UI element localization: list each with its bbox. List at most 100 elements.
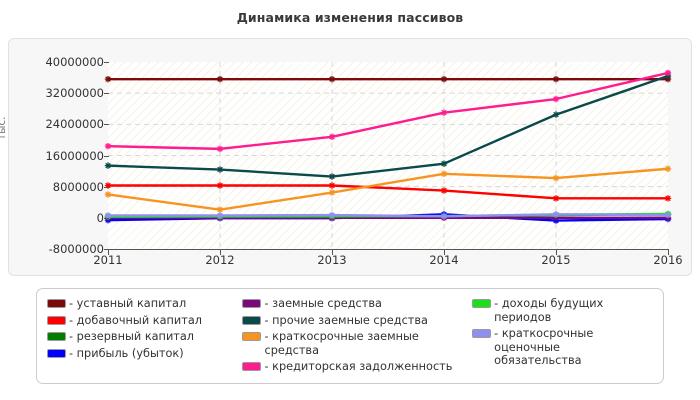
series-point-marker [440,75,448,83]
x-axis-tick-label: 2016 [653,253,683,267]
x-axis-tick-label: 2014 [429,253,459,267]
series-point-marker [104,212,112,219]
series-point-marker [664,195,672,202]
x-axis-tick-label: 2011 [93,253,123,267]
series-point-marker [216,145,224,153]
series-line [106,184,670,200]
y-axis-tick-label: 16000000 [45,148,104,163]
x-axis-tick-label: 2015 [541,253,571,267]
x-axis-line [108,249,669,250]
legend-item[interactable]: - прибыль (убыток) [47,347,242,361]
series-point-marker [552,75,560,83]
chart-legend: - уставный капитал - добавочный капитал - … [36,288,664,384]
legend-color-swatch [47,332,66,341]
series-line [106,167,670,211]
series-point-marker [328,173,336,180]
x-axis-tick-mark [108,250,109,255]
legend-item[interactable]: - краткосрочные оценочные обязательства [472,327,653,368]
series-point-marker [328,189,336,196]
y-axis-tick-mark [104,124,109,126]
series-point-marker [440,187,448,194]
series-point-marker [328,75,336,83]
x-axis-tick-mark [444,250,445,255]
legend-item[interactable]: - заемные средства [242,297,472,311]
legend-column: - доходы будущих периодов - краткосрочные… [472,297,653,371]
series-point-marker [328,182,336,189]
series-point-marker [440,213,448,220]
y-axis-tick-label: 40000000 [45,55,104,69]
legend-item-label: - доходы будущих периодов [494,297,604,324]
y-axis-tick-label: 32000000 [45,86,104,101]
legend-item[interactable]: - доходы будущих периодов [472,297,653,324]
legend-item-label: - заемные средства [264,297,382,310]
legend-color-swatch [472,299,492,308]
legend-column: - уставный капитал - добавочный капитал - … [47,297,242,363]
series-point-marker [216,75,224,83]
chart-title: Динамика изменения пассивов [236,10,464,25]
legend-item-label: - уставный капитал [69,297,187,310]
series-point-marker [104,75,112,83]
legend-color-swatch [47,299,66,308]
series-point-marker [104,191,112,198]
legend-item[interactable]: - добавочный капитал [47,314,242,328]
legend-item-label: - кредиторская задолженность [264,360,453,373]
series-line [106,74,670,178]
series-point-marker [552,211,560,218]
series-point-marker [328,133,336,140]
legend-item-label: - добавочный капитал [69,313,202,327]
plot-area [104,62,672,249]
legend-column: - заемные средства - прочие заемные средс… [242,297,472,377]
legend-color-swatch [47,315,66,325]
legend-item[interactable]: - прочие заемные средства [242,314,472,328]
y-axis-tick-mark [104,62,109,63]
legend-item-label: - прочие заемные средства [264,313,428,327]
series-line [106,213,670,218]
y-axis-tick-label: -8000000 [48,242,104,256]
series-point-marker [104,182,112,189]
x-axis-tick-label: 2013 [317,253,347,267]
y-axis-tick-mark [104,186,109,188]
legend-item-label: - резервный капитал [69,330,195,343]
series-point-marker [552,195,560,202]
series-point-marker [552,111,560,118]
legend-color-swatch [242,332,262,341]
legend-color-swatch [47,348,66,358]
legend-item-label: - краткосрочные оценочные обязательства [494,327,594,367]
legend-color-swatch [472,329,492,338]
y-axis-tick-mark [104,217,109,219]
x-axis-tick-mark [556,250,557,255]
series-point-marker [328,211,336,219]
series-point-marker [104,162,112,169]
legend-item[interactable]: - кредиторская задолженность [242,360,472,374]
y-axis-tick-label: 24000000 [45,117,104,132]
series-point-marker [104,142,112,150]
y-axis-tick-label: 0 [96,210,104,225]
series-point-marker [440,160,448,167]
series-point-marker [440,109,448,116]
y-axis-tick-mark [104,93,109,95]
y-axis-tick-label: 8000000 [52,179,104,194]
series-line [106,71,670,151]
y-axis-tick-mark [104,155,109,157]
x-axis-tick-label: 2012 [205,253,235,267]
legend-item-label: - краткосрочные заемные средства [264,330,419,357]
legend-color-swatch [242,315,262,325]
series-point-marker [664,165,672,172]
legend-item[interactable]: - краткосрочные заемные средства [242,330,472,357]
y-axis-tick-labels: 40000000 32000000 24000000 16000000 8000000 0… [0,0,104,256]
x-axis-tick-mark [332,250,333,255]
legend-item[interactable]: - резервный капитал [47,330,242,344]
series-point-marker [216,206,224,213]
legend-item-label: - прибыль (убыток) [69,346,184,360]
series-lines [104,62,672,249]
series-point-marker [552,174,560,182]
legend-item[interactable]: - уставный капитал [47,297,242,311]
series-point-marker [552,95,560,103]
series-point-marker [664,69,672,77]
series-point-marker [440,170,448,178]
series-point-marker [216,212,224,219]
legend-color-swatch [242,362,262,371]
x-axis-tick-mark [668,250,669,255]
series-point-marker [216,182,224,189]
